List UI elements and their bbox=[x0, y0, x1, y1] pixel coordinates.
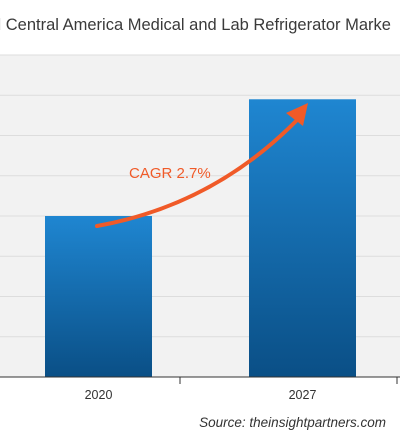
cagr-label: CAGR 2.7% bbox=[129, 165, 211, 182]
chart-title: d Central America Medical and Lab Refrig… bbox=[0, 16, 391, 34]
cagr-arrowhead-icon bbox=[286, 103, 308, 126]
x-tick-label: 2027 bbox=[289, 388, 317, 402]
bar-2020 bbox=[45, 216, 152, 377]
cagr-arrow bbox=[95, 115, 302, 228]
x-tick-label: 2020 bbox=[85, 388, 113, 402]
bar-2027 bbox=[249, 99, 356, 378]
x-tick-labels: 2020 2027 bbox=[85, 388, 317, 402]
bars bbox=[45, 99, 356, 378]
source-label: Source: theinsightpartners.com bbox=[199, 415, 386, 430]
